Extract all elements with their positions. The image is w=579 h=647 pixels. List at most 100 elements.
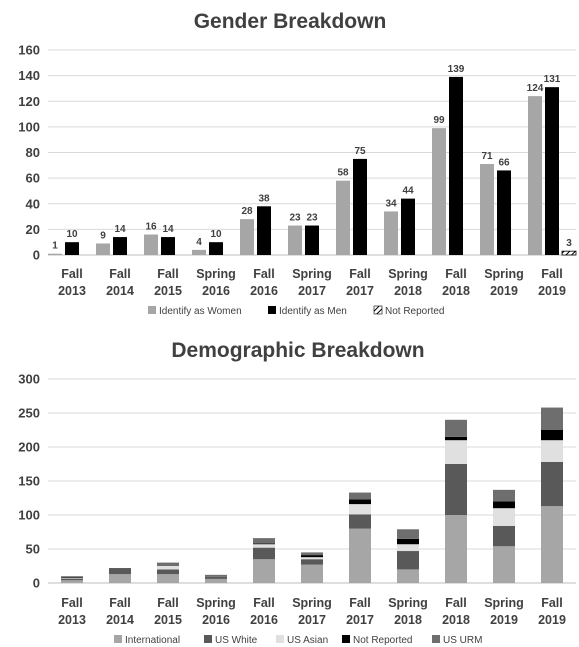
x-tick-label: Fall [349,267,371,281]
bar [401,198,415,255]
stacked-bar-segment [301,555,323,558]
gender-breakdown-chart: Gender Breakdown 0 20 40 60 80 100 120 140 160 Fa… [18,10,577,317]
bar [144,234,158,255]
data-label: 16 [145,222,157,233]
bar [305,225,319,255]
bar [192,249,206,255]
data-label: 23 [306,213,318,224]
stacked-bar-segment [253,538,275,544]
x-tick-label: 2016 [202,613,230,627]
x-tick-label: 2016 [250,284,278,298]
legend-label: US Asian [287,635,328,646]
legend-swatch [276,635,284,643]
stacked-bar-segment [349,514,371,529]
stacked-bar-segment [445,436,467,441]
x-tick-label: Fall [157,596,179,610]
bar [497,170,511,255]
x-tick-label: 2019 [490,613,518,627]
data-label: 14 [114,224,126,235]
data-label: 66 [498,157,510,168]
legend-label: International [125,635,180,646]
data-label: 4 [196,237,202,248]
data-label: 23 [289,213,301,224]
stacked-bar-segment [445,515,467,583]
x-tick-label: Fall [541,267,563,281]
data-label: 124 [527,83,544,94]
data-label: 71 [481,151,493,162]
bar [96,243,110,255]
stacked-bar-segment [205,578,227,583]
y-tick-label: 150 [18,474,40,489]
x-tick-label: 2013 [58,284,86,298]
bar [161,237,175,255]
bar [65,242,79,255]
data-label: 38 [258,193,270,204]
x-tick-label: 2016 [202,284,230,298]
x-tick-label: 2019 [538,613,566,627]
stacked-bar-segment [301,564,323,583]
stacked-bar-segment [541,506,563,583]
x-tick-label: 2018 [394,613,422,627]
stacked-bar-segment [301,559,323,565]
stacked-bar-segment [493,501,515,509]
x-tick-label: 2019 [538,284,566,298]
x-tick-label: Fall [61,267,83,281]
legend-swatch [204,635,212,643]
y-tick-label: 60 [26,171,40,186]
legend-swatch [114,635,122,643]
x-tick-label: Spring [196,596,236,610]
bar [353,158,367,255]
stacked-bar-segment [157,569,179,575]
x-tick-label: 2014 [106,613,134,627]
stacked-bar-segment [61,580,83,583]
x-tick-label: Fall [61,596,83,610]
stacked-bar-segment [541,407,563,430]
data-label: 139 [448,64,465,75]
legend-swatch [342,635,350,643]
y-tick-label: 20 [26,222,40,237]
x-tick-label: Spring [388,267,428,281]
x-tick-label: 2017 [346,613,374,627]
legend-label: Identify as Men [279,306,347,317]
y-tick-label: 0 [33,248,40,263]
stacked-bar-segment [445,464,467,515]
y-tick-label: 100 [18,119,40,134]
bar [384,211,398,255]
x-tick-label: Spring [196,267,236,281]
y-tick-label: 40 [26,196,40,211]
y-tick-label: 300 [18,372,40,387]
stacked-bar-segment [253,547,275,560]
bar [449,76,463,255]
x-tick-label: 2014 [106,284,134,298]
legend-label: Identify as Women [159,306,242,317]
stacked-bar-segment [205,576,227,579]
legend-swatch [373,305,383,315]
stacked-bar-segment [61,576,83,578]
y-tick-label: 80 [26,145,40,160]
y-tick-label: 140 [18,68,40,83]
stacked-bar-segment [397,538,419,545]
bar [48,253,62,255]
stacked-bar-segment [397,529,419,539]
data-label: 131 [544,74,561,85]
x-tick-label: Fall [157,267,179,281]
stacked-bar-segment [349,499,371,505]
stacked-bar-segment [157,574,179,583]
legend-swatch [268,306,276,314]
stacked-bar-segment [301,552,323,556]
stacked-bar-segment [205,574,227,577]
data-label: 14 [162,224,174,235]
stacked-bar-segment [349,492,371,500]
data-label: 44 [402,186,414,197]
demographic-breakdown-chart: Demographic Breakdown 0 50 100 150 200 250 300… [18,339,576,646]
stacked-bar-segment [253,543,275,545]
data-label: 28 [241,206,253,217]
bar [480,164,494,255]
x-tick-label: 2017 [346,284,374,298]
bar [545,87,559,255]
x-tick-label: Fall [445,267,467,281]
x-tick-label: Spring [484,596,524,610]
x-tick-label: 2017 [298,613,326,627]
x-tick-label: Fall [541,596,563,610]
